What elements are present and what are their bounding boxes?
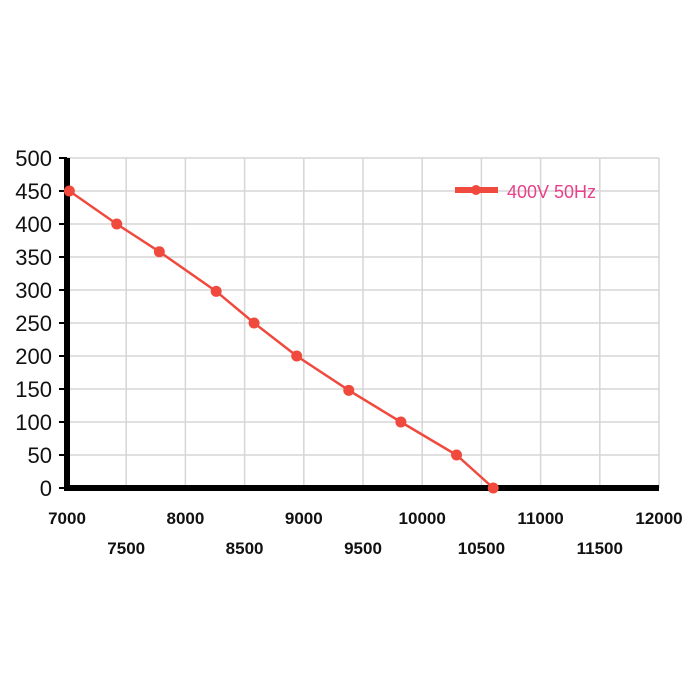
data-point [63, 185, 75, 197]
data-point [248, 317, 260, 329]
legend: 400V 50Hz [455, 182, 596, 202]
x-tick-label: 10500 [458, 539, 505, 558]
data-point [111, 218, 123, 230]
series-line [68, 189, 495, 489]
y-tick-label: 100 [15, 410, 52, 435]
x-tick-label: 10000 [399, 509, 446, 528]
x-tick-label: 7000 [48, 509, 86, 528]
x-tick-label: 9500 [344, 539, 382, 558]
x-tick-label: 8000 [166, 509, 204, 528]
data-series [63, 185, 499, 494]
data-point [291, 350, 303, 362]
x-tick-label: 11500 [577, 539, 623, 558]
chart-axes [59, 157, 659, 491]
data-point [153, 246, 165, 258]
y-tick-label: 400 [15, 212, 52, 237]
legend-marker [471, 185, 481, 195]
x-tick-label: 11000 [517, 509, 563, 528]
x-tick-label: 8500 [226, 539, 264, 558]
data-point [451, 449, 463, 461]
x-tick-label: 7500 [107, 539, 145, 558]
y-tick-label: 450 [15, 179, 52, 204]
y-tick-label: 350 [15, 245, 52, 270]
y-tick-label: 300 [15, 278, 52, 303]
y-axis-tick-labels: 0 50 100 150 200 250 300 350 400 450 500 [15, 146, 52, 501]
x-tick-label: 12000 [635, 509, 682, 528]
chart-grid [66, 157, 660, 489]
data-point [210, 285, 222, 297]
y-tick-label: 0 [40, 476, 52, 501]
y-tick-label: 50 [28, 443, 52, 468]
x-axis-tick-labels: 7000 8000 9000 10000 11000 12000 7500 8500 9500 1… [48, 509, 683, 558]
data-point [395, 416, 407, 428]
y-tick-label: 200 [15, 344, 52, 369]
data-point [487, 482, 499, 494]
y-tick-label: 250 [15, 311, 52, 336]
y-tick-label: 500 [15, 146, 52, 171]
x-tick-label: 9000 [285, 509, 323, 528]
y-tick-label: 150 [15, 377, 52, 402]
legend-label: 400V 50Hz [507, 182, 596, 202]
data-point [343, 384, 355, 396]
